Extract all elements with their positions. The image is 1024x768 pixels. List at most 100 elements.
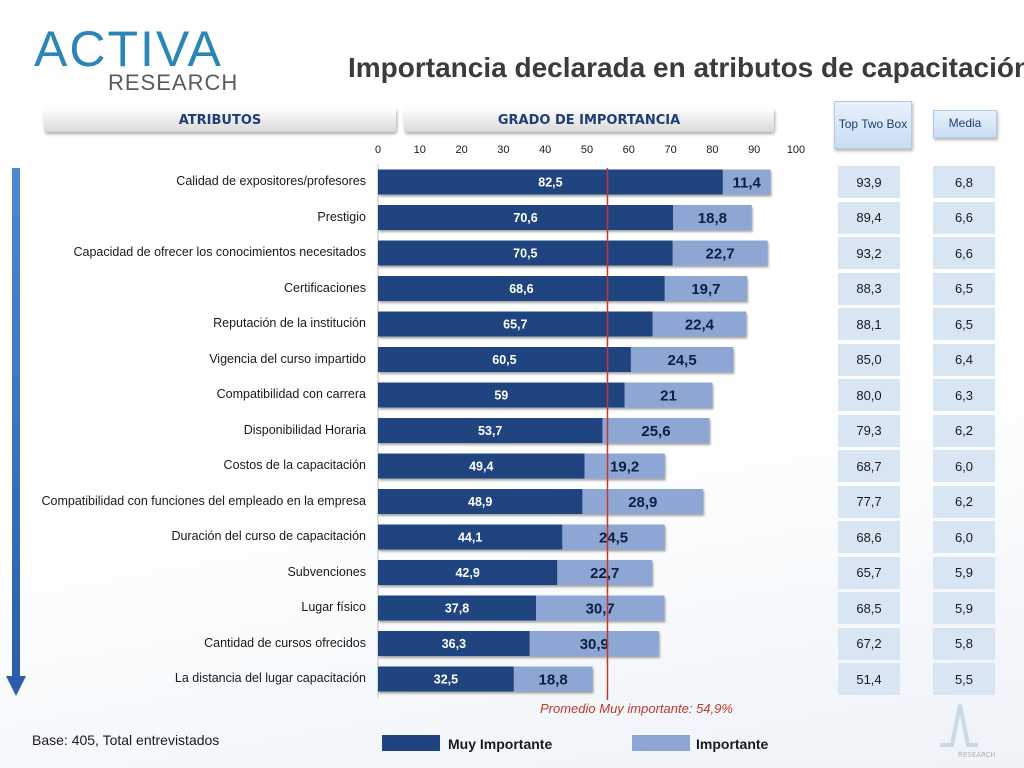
data-label-muy-importante: 36,3: [442, 637, 466, 651]
x-tick-label: 50: [581, 144, 593, 156]
x-tick-label: 80: [706, 144, 718, 156]
bar-importante: [602, 418, 710, 443]
attribute-label: Calidad de expositores/profesores: [176, 174, 366, 188]
top-two-box-cell: 68,7: [838, 450, 900, 482]
bar-importante: [557, 560, 653, 585]
data-label-importante: 18,8: [539, 672, 568, 689]
data-label-importante: 18,8: [698, 210, 727, 227]
attribute-label: Capacidad de ofrecer los conocimientos n…: [73, 245, 366, 259]
top-two-box-cell: 68,6: [838, 521, 900, 553]
data-label-importante: 24,5: [667, 352, 696, 369]
bar-importante: [673, 205, 752, 230]
grado-importancia-header: GRADO DE IMPORTANCIA: [404, 108, 774, 132]
base-note: Base: 405, Total entrevistados: [32, 732, 220, 748]
top-two-box-header: Top Two Box: [834, 101, 912, 149]
bar-importante: [582, 489, 704, 514]
data-label-muy-importante: 60,5: [492, 353, 516, 367]
data-label-muy-importante: 65,7: [503, 318, 527, 332]
data-label-muy-importante: 37,8: [445, 602, 469, 616]
data-label-muy-importante: 59: [494, 389, 508, 403]
data-label-muy-importante: 42,9: [455, 566, 479, 580]
bar-importante: [672, 240, 768, 266]
data-label-importante: 25,6: [641, 423, 670, 440]
bar-muy-importante: [378, 205, 674, 230]
top-two-box-cell: 93,2: [838, 237, 900, 269]
data-label-importante: 30,9: [580, 636, 609, 653]
data-label-importante: 11,4: [732, 175, 761, 192]
media-cell: 6,8: [933, 166, 995, 198]
data-label-muy-importante: 82,5: [538, 176, 562, 190]
data-label-importante: 24,5: [599, 530, 628, 547]
average-reference-label: Promedio Muy importante: 54,9%: [540, 701, 733, 716]
atributos-header: ATRIBUTOS: [44, 108, 396, 132]
media-cell: 6,3: [933, 379, 995, 411]
media-cell: 6,5: [933, 308, 995, 340]
legend-swatch-muy-importante: [382, 735, 440, 751]
data-label-muy-importante: 70,5: [513, 247, 537, 261]
logo-main-text: ACTIVA: [34, 21, 223, 77]
media-cell: 6,0: [933, 521, 995, 553]
bar-muy-importante: [378, 524, 563, 550]
bar-muy-importante: [378, 560, 558, 585]
down-arrow-icon: [6, 168, 26, 696]
x-tick-label: 30: [497, 144, 509, 156]
data-label-muy-importante: 68,6: [509, 282, 533, 296]
attribute-label: Vigencia del curso impartido: [209, 351, 366, 366]
bar-muy-importante: [378, 418, 603, 443]
attribute-label: Certificaciones: [284, 280, 366, 295]
top-two-box-cell: 88,1: [838, 308, 900, 340]
media-cell: 5,9: [933, 592, 995, 624]
media-cell: 6,2: [933, 414, 995, 447]
top-two-box-cell: 68,5: [838, 592, 900, 624]
data-label-importante: 28,9: [628, 494, 657, 511]
bar-importante: [584, 453, 665, 479]
attribute-label: Prestigio: [317, 209, 366, 224]
legend-swatch-importante: [632, 735, 690, 751]
top-two-box-cell: 51,4: [838, 663, 900, 695]
watermark-text: RESEARCH: [958, 751, 996, 759]
top-two-box-cell: 79,3: [838, 414, 900, 447]
bar-muy-importante: [378, 453, 585, 479]
attribute-label: Subvenciones: [287, 564, 366, 579]
x-tick-label: 10: [414, 144, 426, 156]
bar-muy-importante: [378, 169, 723, 195]
media-cell: 6,0: [933, 450, 995, 482]
attribute-label: La distancia del lugar capacitación: [174, 671, 366, 685]
bar-muy-importante: [378, 595, 537, 621]
attribute-label: Lugar físico: [301, 600, 366, 614]
bar-importante: [652, 311, 747, 337]
bar-importante: [529, 631, 659, 656]
attribute-label: Duración del curso de capacitación: [171, 529, 366, 543]
media-cell: 6,2: [933, 485, 995, 518]
page-title: Importancia declarada en atributos de ca…: [348, 52, 1024, 83]
bar-muy-importante: [378, 666, 514, 692]
legend-label-importante: Importante: [696, 736, 769, 752]
x-tick-label: 100: [787, 144, 805, 156]
media-header: Media: [933, 110, 997, 138]
bar-muy-importante: [378, 631, 530, 656]
data-label-muy-importante: 48,9: [468, 495, 492, 509]
bar-muy-importante: [378, 276, 665, 301]
bar-importante: [624, 382, 713, 408]
activa-watermark-icon: RESEARCH: [940, 704, 996, 759]
media-cell: 6,6: [933, 237, 995, 269]
media-cell: 5,9: [933, 556, 995, 589]
media-cell: 6,5: [933, 272, 995, 305]
top-two-box-cell: 77,7: [838, 485, 900, 518]
data-label-muy-importante: 53,7: [478, 424, 502, 438]
bar-muy-importante: [378, 240, 673, 266]
bar-muy-importante: [378, 489, 583, 514]
data-label-importante: 22,7: [706, 246, 735, 263]
bar-muy-importante: [378, 347, 631, 372]
data-label-muy-importante: 49,4: [469, 460, 493, 474]
x-tick-label: 70: [664, 144, 676, 156]
top-two-box-cell: 65,7: [838, 556, 900, 589]
media-cell: 5,5: [933, 663, 995, 695]
x-tick-label: 60: [623, 144, 635, 156]
bar-importante: [562, 524, 665, 550]
media-cell: 6,4: [933, 343, 995, 376]
bar-importante: [664, 276, 748, 301]
bar-importante: [536, 595, 665, 621]
logo-sub-text: RESEARCH: [108, 70, 239, 95]
